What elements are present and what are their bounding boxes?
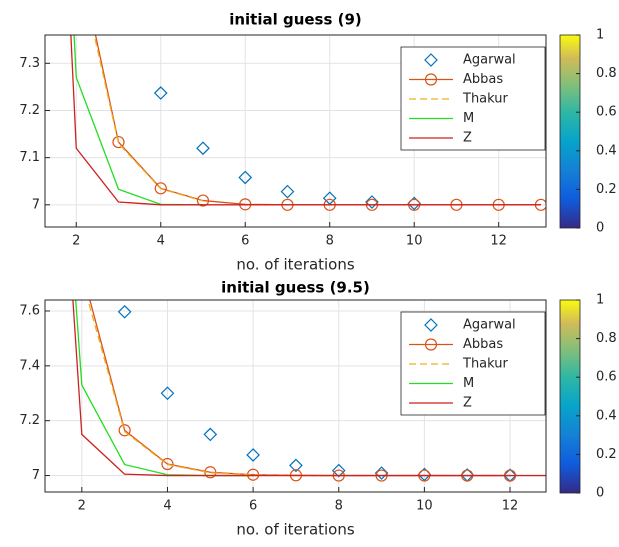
colorbar-tick-label: 0.8 <box>596 66 617 81</box>
chart-title: initial guess (9.5) <box>221 279 370 297</box>
circle-marker <box>154 182 167 195</box>
colorbar-tick-label: 0.6 <box>596 105 617 120</box>
plot-series <box>72 264 546 483</box>
x-axis-label: no. of iterations <box>236 521 355 539</box>
legend-label: Z <box>463 131 472 146</box>
x-tick-label: 6 <box>249 499 257 514</box>
legend-label: M <box>463 376 474 391</box>
legend-marker <box>424 318 438 332</box>
y-tick-label: 7.2 <box>19 413 40 428</box>
y-tick-label: 7 <box>32 468 40 483</box>
series-line <box>70 35 541 206</box>
series-line <box>72 300 546 477</box>
x-tick-label: 2 <box>78 499 86 514</box>
chart-title: initial guess (9) <box>229 11 362 29</box>
circle-marker <box>76 264 87 275</box>
legend-label: Abbas <box>463 337 503 352</box>
legend-marker <box>424 53 438 67</box>
legend-marker <box>424 73 438 86</box>
colorbar <box>559 299 581 494</box>
x-tick-label: 12 <box>502 499 519 514</box>
y-tick-label: 7.1 <box>19 150 40 165</box>
legend-marker <box>424 338 438 351</box>
x-tick-label: 12 <box>490 234 507 249</box>
diamond-marker <box>196 141 210 156</box>
y-tick-label: 7.3 <box>19 56 40 71</box>
colorbar-tick-label: 0.4 <box>596 408 617 423</box>
legend-label: Abbas <box>463 72 503 87</box>
y-tick-label: 7.2 <box>19 103 40 118</box>
diamond-marker <box>280 184 295 199</box>
circle-marker <box>118 424 131 437</box>
colorbar-tick-label: 0.2 <box>596 447 617 462</box>
x-tick-label: 2 <box>72 234 80 249</box>
y-tick-label: 7 <box>32 197 40 212</box>
x-tick-label: 10 <box>416 499 433 514</box>
diamond-marker <box>160 386 175 401</box>
y-tick-label: 7.6 <box>19 303 40 318</box>
diamond-marker <box>238 170 253 185</box>
plot-series <box>70 35 546 211</box>
colorbar <box>559 34 581 229</box>
legend-label: Agarwal <box>463 53 516 68</box>
diamond-marker <box>246 448 260 462</box>
legend-label: Thakur <box>462 357 509 372</box>
x-tick-label: 4 <box>163 499 171 514</box>
diamond-marker <box>117 304 132 319</box>
colorbar-tick-label: 0.8 <box>596 331 617 346</box>
diamond-marker <box>365 195 379 209</box>
x-tick-label: 4 <box>157 234 165 249</box>
axes-box <box>44 34 547 228</box>
legend-label: Z <box>463 396 472 411</box>
axes-box <box>44 299 547 493</box>
colorbar-tick-label: 0.6 <box>596 370 617 385</box>
diamond-marker <box>289 458 303 473</box>
colorbar-tick-label: 1 <box>596 293 604 308</box>
x-tick-label: 8 <box>326 234 334 249</box>
diamond-marker <box>153 86 168 100</box>
diamond-marker <box>203 427 218 442</box>
circle-marker <box>161 457 174 471</box>
circle-marker <box>196 194 210 207</box>
x-axis-label: no. of iterations <box>236 256 355 274</box>
colorbar-tick-label: 0 <box>596 486 604 501</box>
diamond-marker <box>331 463 346 478</box>
legend-label: Thakur <box>462 92 509 107</box>
colorbar-tick-label: 0.2 <box>596 182 617 197</box>
legend-label: M <box>463 111 474 126</box>
colorbar-tick-label: 0.4 <box>596 143 617 158</box>
colorbar-tick-label: 0 <box>596 221 604 236</box>
y-tick-label: 7.4 <box>19 358 40 373</box>
x-tick-label: 8 <box>335 499 343 514</box>
x-tick-label: 6 <box>241 234 249 249</box>
circle-marker <box>112 135 125 149</box>
colorbar-tick-label: 1 <box>596 28 604 43</box>
legend-label: Agarwal <box>463 318 516 333</box>
x-tick-label: 10 <box>406 234 423 249</box>
